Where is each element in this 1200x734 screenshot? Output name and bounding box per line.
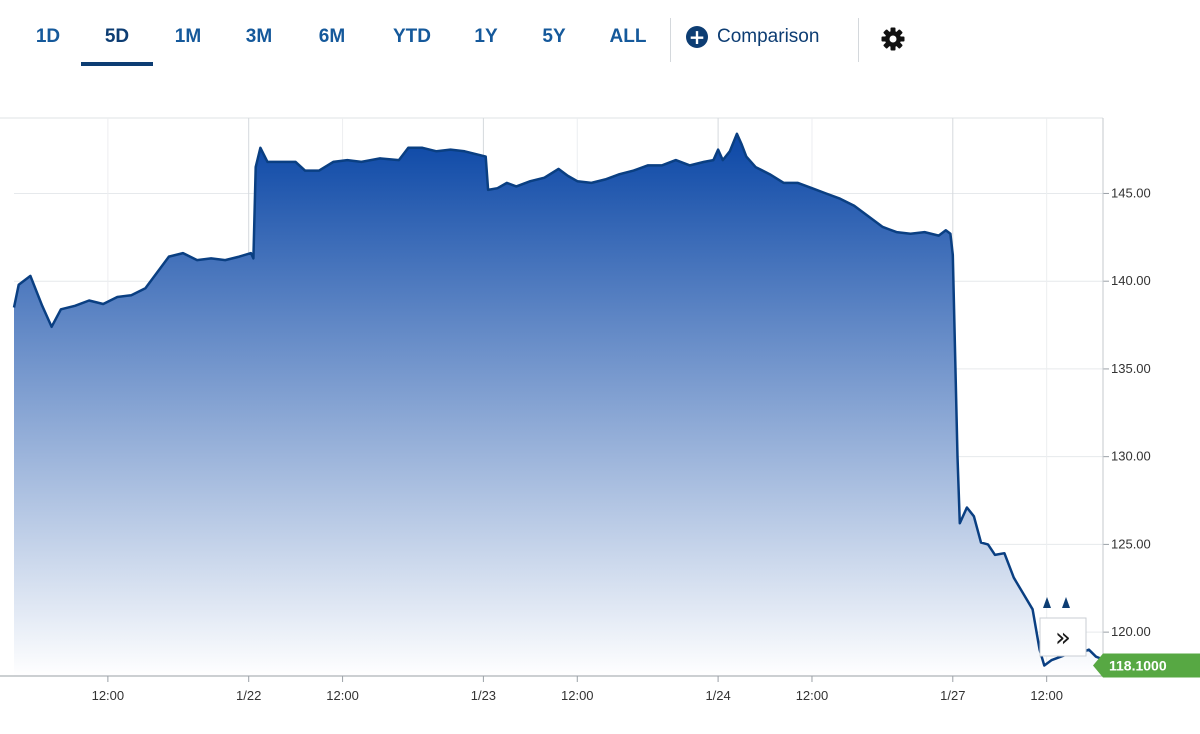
range-tab-6m[interactable]: 6M (318, 26, 346, 47)
x-tick-label: 12:00 (796, 688, 829, 703)
comparison-label: Comparison (717, 26, 820, 47)
range-tab-5d[interactable]: 5D (104, 26, 130, 47)
y-tick-label: 140.00 (1111, 273, 1151, 288)
chart-overlay: » 118.1000 (1039, 597, 1200, 678)
range-tab-1d[interactable]: 1D (35, 26, 61, 47)
x-tick-label: 1/27 (940, 688, 965, 703)
toolbar-divider (670, 18, 671, 62)
range-tab-3m[interactable]: 3M (245, 26, 273, 47)
double-chevron-right-icon: » (1055, 623, 1071, 653)
price-line (12, 132, 1105, 667)
range-tab-ytd[interactable]: YTD (393, 26, 431, 47)
x-tick-label: 1/24 (705, 688, 730, 703)
comparison-button[interactable]: + Comparison (686, 22, 819, 52)
last-price-label: 118.1000 (1109, 657, 1167, 673)
x-tick-label: 1/22 (236, 688, 261, 703)
y-tick-label: 130.00 (1111, 449, 1151, 464)
range-toolbar: 1D 5D 1M 3M 6M YTD 1Y 5Y ALL + Compariso… (0, 0, 1200, 80)
last-price-badge (1093, 653, 1200, 678)
range-tab-5y[interactable]: 5Y (542, 26, 566, 47)
settings-button[interactable] (879, 25, 907, 53)
range-tab-all[interactable]: ALL (609, 26, 647, 47)
price-area (14, 133, 1103, 677)
range-tab-1m[interactable]: 1M (174, 26, 202, 47)
x-tick-label: 12:00 (92, 688, 125, 703)
event-marker-icon (1043, 597, 1051, 608)
active-tab-indicator (81, 62, 153, 66)
range-tab-1y[interactable]: 1Y (474, 26, 498, 47)
gear-icon (881, 27, 905, 51)
x-tick-label: 12:00 (1030, 688, 1063, 703)
event-marker-icon (1062, 597, 1070, 608)
x-tick-label: 12:00 (561, 688, 594, 703)
x-tick-label: 12:00 (326, 688, 359, 703)
toolbar-divider (858, 18, 859, 62)
y-tick-label: 125.00 (1111, 536, 1151, 551)
chart-axes: 120.00 125.00 130.00 135.00 140.00 145.00 12:0… (0, 118, 1151, 703)
y-tick-label: 135.00 (1111, 361, 1151, 376)
scroll-forward-button (1039, 617, 1087, 657)
y-tick-label: 145.00 (1111, 185, 1151, 200)
x-tick-label: 1/23 (471, 688, 496, 703)
plus-circle-icon: + (686, 26, 708, 48)
y-tick-label: 120.00 (1111, 624, 1151, 639)
